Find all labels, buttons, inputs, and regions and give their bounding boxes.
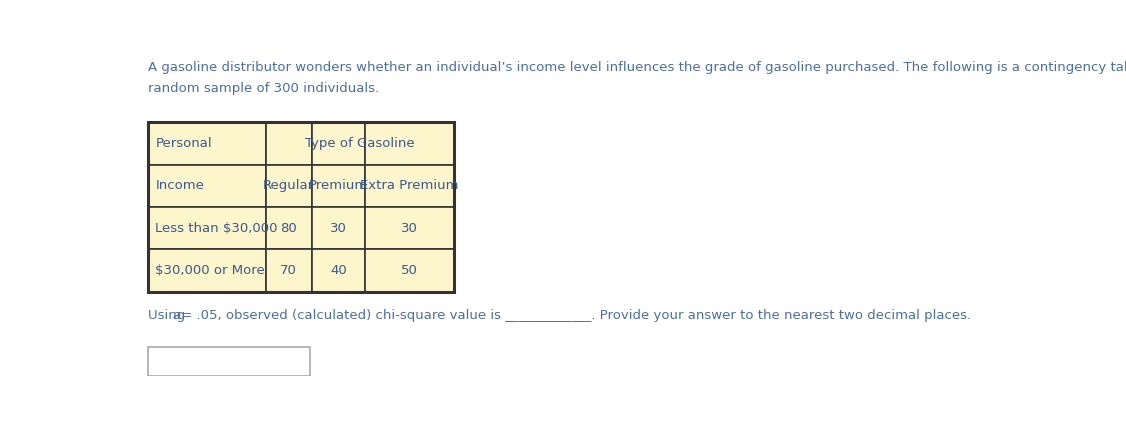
Bar [312, 122, 365, 165]
Bar [266, 250, 312, 292]
Text: Using: Using [148, 309, 189, 322]
Text: 30: 30 [401, 222, 418, 235]
Text: Personal: Personal [155, 137, 212, 150]
Bar [266, 122, 312, 165]
Bar [266, 207, 312, 250]
Text: random sample of 300 individuals.: random sample of 300 individuals. [148, 82, 378, 95]
Bar [312, 250, 365, 292]
Bar [365, 165, 454, 207]
Text: 40: 40 [330, 264, 347, 277]
Text: 30: 30 [330, 222, 347, 235]
Text: a: a [172, 309, 181, 322]
Bar [312, 165, 365, 207]
Bar [266, 165, 312, 207]
Text: Less than $30,000: Less than $30,000 [155, 222, 278, 235]
Bar [148, 207, 266, 250]
Text: A gasoline distributor wonders whether an individual’s income level influences t: A gasoline distributor wonders whether a… [148, 61, 1126, 74]
Bar [365, 122, 454, 165]
Bar [148, 122, 266, 165]
Text: Regular: Regular [263, 179, 314, 192]
Text: Income: Income [155, 179, 204, 192]
Bar [148, 347, 311, 376]
Text: 50: 50 [401, 264, 418, 277]
Bar [365, 250, 454, 292]
Text: 80: 80 [280, 222, 297, 235]
Text: Type of Gasoline: Type of Gasoline [305, 137, 414, 150]
Text: $30,000 or More: $30,000 or More [155, 264, 266, 277]
Bar [148, 122, 454, 292]
Bar [148, 165, 266, 207]
Text: Extra Premium: Extra Premium [360, 179, 458, 192]
Text: 70: 70 [280, 264, 297, 277]
Bar [365, 207, 454, 250]
Text: = .05, observed (calculated) chi-square value is _____________. Provide your ans: = .05, observed (calculated) chi-square … [177, 309, 971, 322]
Bar [148, 250, 266, 292]
Text: Premium: Premium [309, 179, 368, 192]
Bar [312, 207, 365, 250]
